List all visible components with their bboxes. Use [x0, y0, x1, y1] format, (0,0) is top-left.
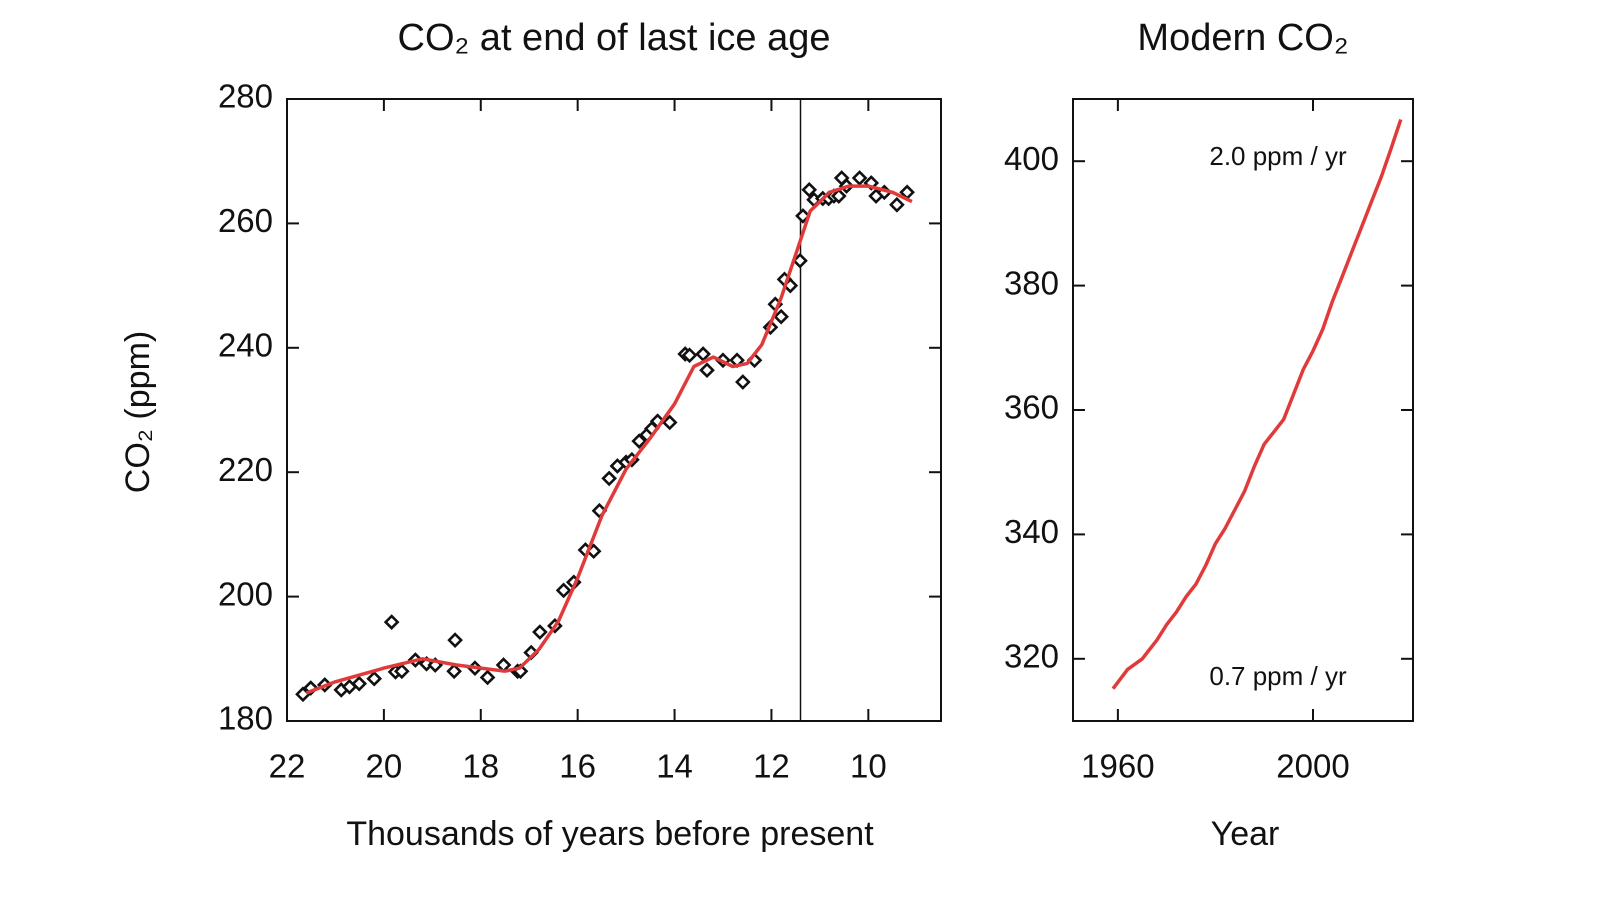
data-point — [601, 470, 617, 487]
data-point — [393, 663, 410, 680]
data-point — [851, 170, 868, 186]
y-tick-label: 360 — [1004, 389, 1059, 426]
x-tick-label: 16 — [559, 748, 596, 785]
y-tick-label: 260 — [218, 202, 273, 239]
y-tick-label: 380 — [1004, 264, 1059, 301]
y-tick-label: 340 — [1004, 513, 1059, 550]
x-tick-label: 1960 — [1081, 748, 1154, 785]
data-point — [447, 632, 463, 648]
y-tick-label: 320 — [1004, 638, 1059, 675]
plot-frame — [286, 98, 942, 722]
y-tick-label: 220 — [218, 451, 273, 488]
data-point — [801, 181, 818, 198]
x-tick-label: 12 — [753, 748, 790, 785]
chart-title: CO₂ at end of last ice age — [398, 17, 831, 59]
data-point — [699, 362, 715, 379]
data-point — [532, 624, 548, 640]
data-point — [446, 663, 462, 680]
chart-title: Modern CO₂ — [1137, 17, 1348, 59]
annotation: 2.0 ppm / yr — [1209, 141, 1347, 171]
data-point — [735, 374, 751, 390]
data-point — [695, 346, 711, 362]
data-point — [773, 308, 789, 325]
y-axis-title: CO₂ (ppm) — [119, 331, 157, 493]
data-point — [555, 582, 572, 599]
data-point — [366, 670, 383, 687]
x-tick-label: 10 — [850, 748, 887, 785]
x-axis-title: Thousands of years before present — [346, 815, 874, 853]
x-tick-label: 22 — [269, 748, 306, 785]
data-point — [661, 414, 678, 431]
y-tick-label: 280 — [218, 78, 273, 115]
data-point — [351, 675, 368, 692]
data-line — [1111, 118, 1403, 690]
x-tick-label: 14 — [656, 748, 693, 785]
data-point — [889, 196, 905, 213]
data-point — [631, 433, 648, 449]
annotation: 0.7 ppm / yr — [1209, 661, 1347, 691]
plot-frame — [1072, 98, 1414, 722]
data-point — [591, 502, 608, 519]
data-point — [681, 347, 698, 364]
y-tick-label: 400 — [1004, 140, 1059, 177]
x-tick-label: 18 — [462, 748, 499, 785]
y-tick-label: 200 — [218, 575, 273, 612]
data-point — [830, 188, 847, 204]
y-tick-label: 240 — [218, 327, 273, 364]
data-point — [479, 669, 496, 686]
data-point — [383, 614, 400, 630]
fit-line — [305, 184, 913, 695]
x-tick-label: 2000 — [1276, 748, 1349, 785]
x-tick-label: 20 — [366, 748, 403, 785]
x-axis-title: Year — [1211, 815, 1280, 853]
y-tick-label: 180 — [218, 700, 273, 737]
